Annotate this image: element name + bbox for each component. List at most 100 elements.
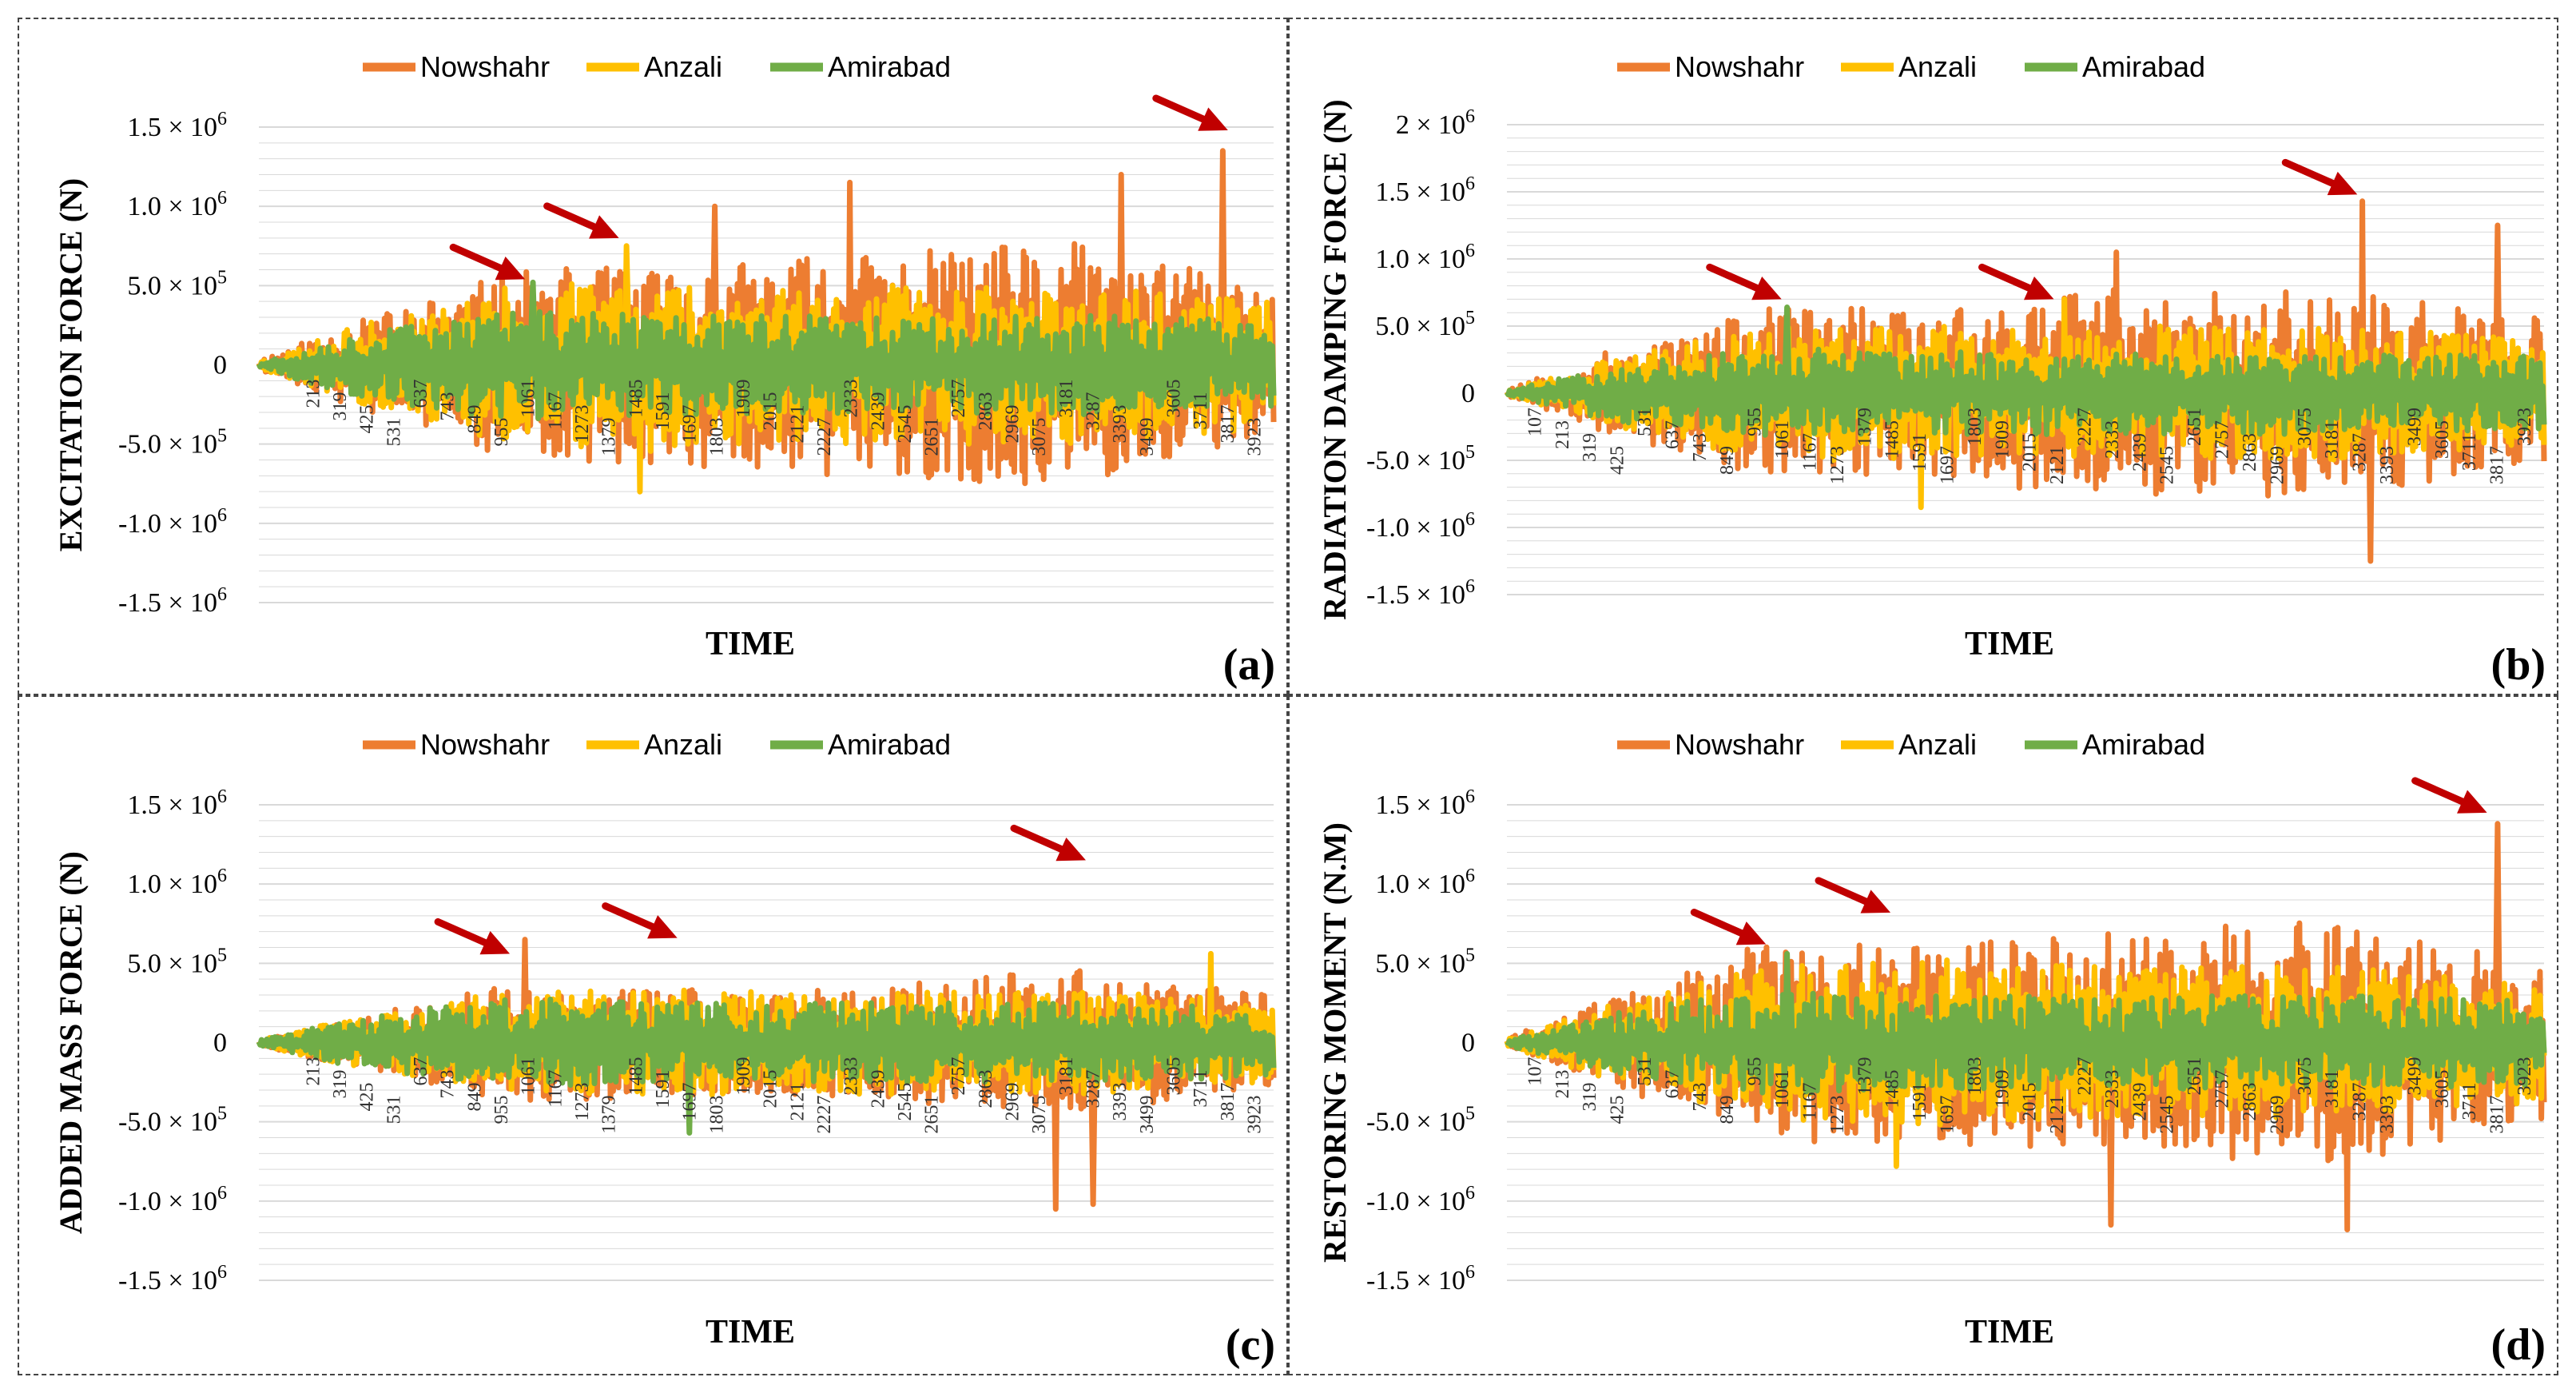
x-tick-label: 637 <box>411 380 431 408</box>
x-tick-label: 1485 <box>1882 1070 1903 1108</box>
x-tick-label: 2227 <box>814 1096 835 1134</box>
x-tick-label: 1379 <box>1854 408 1875 446</box>
x-tick-label: 3393 <box>1110 1083 1131 1121</box>
chart-svg: 1.5 × 106 1.0 × 106 5.0 × 105 0 -5.0 × 105 -1… <box>53 50 1277 690</box>
red-arrow-annotation <box>2411 777 2487 814</box>
x-tick-label: 531 <box>384 1096 404 1124</box>
y-tick-label: 5.0 × 105 <box>127 267 227 300</box>
chart-panel-d: 1.5 × 106 1.0 × 106 5.0 × 105 0 -5.0 × 105 -1… <box>1288 695 2558 1375</box>
x-tick-label: 107 <box>1525 1057 1545 1086</box>
y-tick-label: 5.0 × 105 <box>1375 308 1475 341</box>
x-tick-label: 3605 <box>1164 1057 1185 1096</box>
x-tick-label: 3923 <box>2514 408 2535 446</box>
x-tick-label: 425 <box>1608 1096 1628 1124</box>
x-tick-label: 1485 <box>1882 420 1903 459</box>
red-arrow-annotation <box>2281 158 2358 196</box>
legend: Nowshahr Anzali Amirabad <box>1617 50 2205 83</box>
y-tick-label: -1.0 × 106 <box>1366 1183 1475 1216</box>
y-tick-label: 0 <box>1461 1029 1475 1058</box>
red-arrow-annotation <box>1706 263 1782 300</box>
legend-label: Anzali <box>644 50 722 83</box>
x-tick-label: 319 <box>1580 433 1600 462</box>
x-tick-label: 213 <box>1552 420 1573 449</box>
x-tick-label: 849 <box>464 405 485 434</box>
x-tick-label: 319 <box>1580 1083 1600 1112</box>
x-tick-label: 425 <box>357 1083 378 1112</box>
x-tick-label: 531 <box>384 418 404 447</box>
panel-label: (d) <box>2491 1320 2546 1370</box>
x-tick-label: 1803 <box>706 1096 727 1134</box>
red-arrow-annotation <box>1690 909 1767 945</box>
x-tick-label: 531 <box>1635 408 1656 436</box>
y-tick-label: -5.0 × 105 <box>118 1104 227 1137</box>
x-tick-label: 1273 <box>572 1083 593 1121</box>
legend-label: Amirabad <box>2082 50 2205 83</box>
red-arrow-annotation <box>1978 263 2054 300</box>
y-tick-label: -1.0 × 106 <box>118 505 227 539</box>
x-tick-label: 1061 <box>1772 1070 1793 1108</box>
x-tick-label: 1167 <box>545 392 566 430</box>
x-tick-label: 1061 <box>519 1057 539 1096</box>
x-tick-label: 849 <box>464 1083 485 1112</box>
x-tick-label: 2651 <box>922 418 943 456</box>
chart-svg: 2 × 106 1.5 × 106 1.0 × 106 5.0 × 105 0 -5.0 … <box>1317 50 2547 690</box>
x-tick-label: 3075 <box>1029 418 1050 456</box>
x-tick-label: 2227 <box>2075 1057 2096 1096</box>
y-tick-label: -1.0 × 106 <box>1366 509 1475 543</box>
y-axis-title: EXCITATION FORCE (N) <box>53 178 89 551</box>
chart-panel-a: 1.5 × 106 1.0 × 106 5.0 × 105 0 -5.0 × 105 -1… <box>18 18 1288 695</box>
x-tick-label: 2333 <box>2102 420 2123 459</box>
x-tick-label: 2863 <box>976 392 996 431</box>
chart-svg: 1.5 × 106 1.0 × 106 5.0 × 105 0 -5.0 × 105 -1… <box>53 728 1277 1370</box>
x-tick-label: 2969 <box>2267 446 2288 484</box>
x-tick-label: 1591 <box>653 392 674 431</box>
x-tick-label: 2227 <box>814 418 835 456</box>
x-tick-label: 1697 <box>680 405 701 444</box>
x-tick-label: 3287 <box>2350 433 2371 472</box>
x-tick-label: 3181 <box>1056 1057 1077 1096</box>
x-tick-label: 849 <box>1717 1096 1738 1124</box>
x-tick-label: 2015 <box>761 392 781 431</box>
red-arrow-annotation <box>1815 877 1891 913</box>
x-tick-label: 1697 <box>1938 1096 1958 1134</box>
x-tick-label: 1591 <box>1910 433 1930 472</box>
x-tick-label: 1273 <box>1827 446 1848 484</box>
x-tick-label: 3499 <box>1137 1096 1158 1134</box>
y-tick-label: 0 <box>213 1029 227 1058</box>
x-tick-label: 3817 <box>2487 446 2508 484</box>
x-tick-label: 3605 <box>1164 380 1185 418</box>
series-line-amirabad <box>1505 304 2547 438</box>
x-tick-label: 3923 <box>2514 1057 2535 1096</box>
x-tick-label: 2757 <box>2212 420 2233 459</box>
series-line-amirabad <box>1505 950 2547 1096</box>
x-tick-label: 425 <box>357 405 378 434</box>
x-tick-label: 2439 <box>868 392 888 431</box>
x-tick-label: 1485 <box>626 380 646 418</box>
x-tick-label: 1909 <box>1992 1070 2013 1108</box>
x-tick-label: 2121 <box>2047 446 2068 484</box>
red-arrow-annotation <box>434 917 511 955</box>
x-axis-title: TIME <box>1965 626 2054 663</box>
x-tick-label: 2863 <box>976 1070 996 1108</box>
x-tick-label: 3393 <box>2377 446 2398 484</box>
x-tick-label: 2757 <box>948 380 969 418</box>
x-tick-label: 1379 <box>599 1096 620 1134</box>
x-tick-label: 1803 <box>706 418 727 456</box>
y-tick-label: 1.0 × 106 <box>1375 241 1475 274</box>
x-tick-label: 3287 <box>1083 392 1104 431</box>
x-tick-label: 849 <box>1717 446 1738 475</box>
x-tick-label: 3181 <box>2322 420 2343 459</box>
chart-panel-b: 2 × 106 1.5 × 106 1.0 × 106 5.0 × 105 0 -5.0 … <box>1288 18 2558 695</box>
x-tick-label: 3711 <box>2459 1083 2480 1120</box>
x-tick-label: 3393 <box>1110 405 1131 444</box>
x-tick-label: 1167 <box>1800 1083 1821 1120</box>
x-tick-label: 955 <box>1745 1057 1766 1086</box>
legend-label: Nowshahr <box>420 728 550 761</box>
x-tick-label: 2545 <box>895 1083 916 1121</box>
x-tick-label: 3499 <box>2404 1057 2425 1096</box>
x-tick-label: 1909 <box>733 1057 754 1096</box>
x-tick-label: 3075 <box>1029 1096 1050 1134</box>
x-tick-label: 637 <box>1662 1070 1683 1099</box>
x-tick-label: 2015 <box>2020 433 2041 472</box>
